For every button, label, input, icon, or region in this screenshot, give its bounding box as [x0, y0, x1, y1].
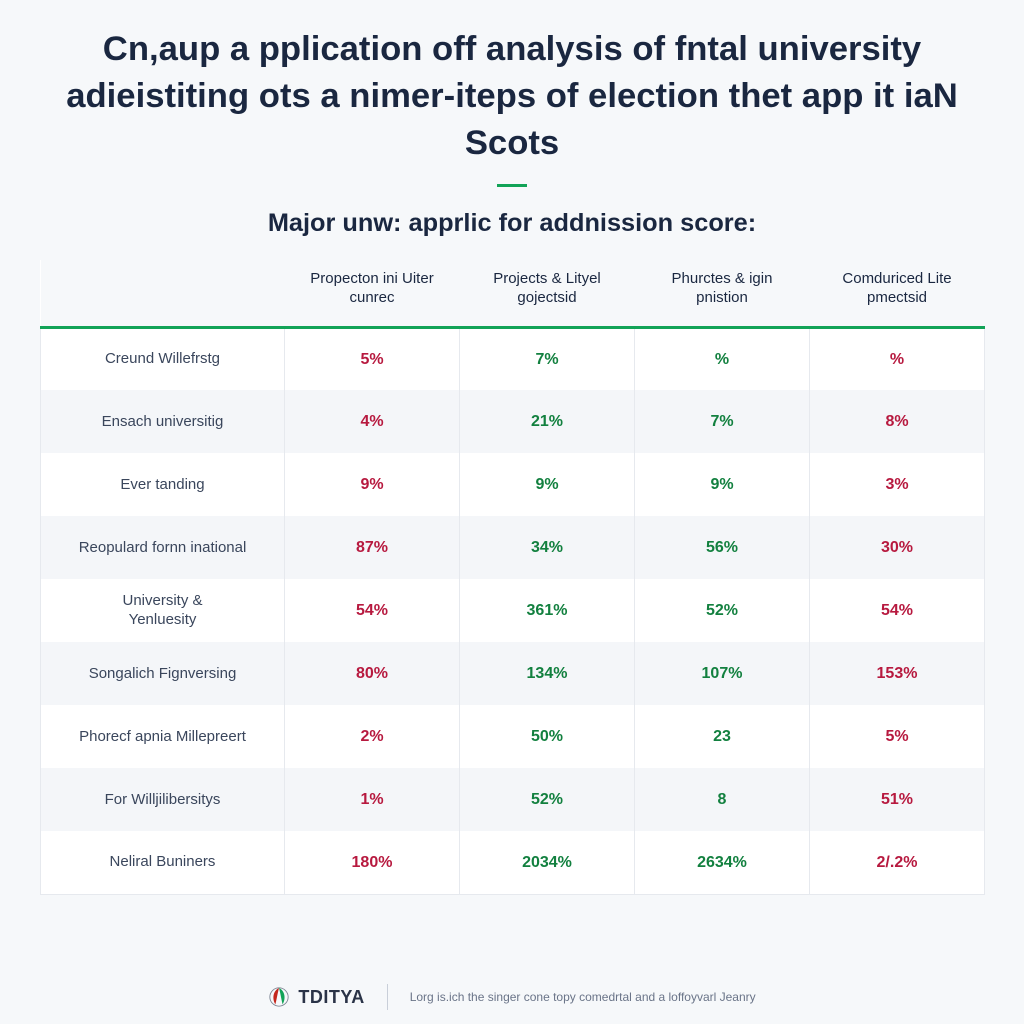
col-header-label: pnistion: [696, 289, 748, 306]
table-cell: 52%: [460, 768, 635, 831]
col-header-4: Comduriced Lite pmectsid: [810, 260, 985, 327]
table-cell: 2634%: [635, 831, 810, 894]
col-header-1: Propecton ini Uiter cunrec: [285, 260, 460, 327]
row-label: University &Yenluesity: [41, 579, 285, 642]
page-footer: TDITYA Lorg is.ich the singer cone topy …: [0, 984, 1024, 1010]
table-cell: 51%: [810, 768, 985, 831]
row-label: Phorecf apnia Millepreert: [41, 705, 285, 768]
table-cell: 361%: [460, 579, 635, 642]
table-cell: 5%: [810, 705, 985, 768]
table-cell: 4%: [285, 390, 460, 453]
table-cell: 2%: [285, 705, 460, 768]
table-row: Ever tanding9%9%9%3%: [41, 453, 985, 516]
table-cell: 3%: [810, 453, 985, 516]
table-cell: 54%: [285, 579, 460, 642]
table-cell: 30%: [810, 516, 985, 579]
table-cell: 9%: [285, 453, 460, 516]
table-body: Creund Willefrstg5%7%%%Ensach universiti…: [41, 327, 985, 894]
col-header-label: Propecton ini Uiter: [310, 270, 433, 287]
table-cell: 9%: [460, 453, 635, 516]
table-cell: 7%: [460, 327, 635, 390]
table-cell: 8%: [810, 390, 985, 453]
footer-caption: Lorg is.ich the singer cone topy comedrt…: [410, 990, 756, 1004]
col-header-label: Projects & Lityel: [493, 270, 601, 287]
row-label: Reopulard fornn inational: [41, 516, 285, 579]
row-label: Ever tanding: [41, 453, 285, 516]
table-row: For Willjilibersitys1%52%851%: [41, 768, 985, 831]
col-header-label: gojectsid: [517, 289, 576, 306]
accent-rule: [497, 184, 527, 187]
table-cell: 153%: [810, 642, 985, 705]
page-title: Cn,aup a pplication off analysis of fnta…: [40, 26, 984, 184]
table-cell: %: [635, 327, 810, 390]
footer-divider: [387, 984, 388, 1010]
col-header-2: Projects & Lityel gojectsid: [460, 260, 635, 327]
brand-logo-icon: [268, 986, 290, 1008]
row-label: Neliral Buniners: [41, 831, 285, 894]
table-cell: 2034%: [460, 831, 635, 894]
table-head: Propecton ini Uiter cunrec Projects & Li…: [41, 260, 985, 327]
table-cell: 134%: [460, 642, 635, 705]
data-table: Propecton ini Uiter cunrec Projects & Li…: [40, 260, 985, 895]
table-row: Phorecf apnia Millepreert2%50%235%: [41, 705, 985, 768]
col-header-3: Phurctes & igin pnistion: [635, 260, 810, 327]
page-subtitle: Major unw: apprlic for addnission score:: [40, 209, 984, 238]
table-cell: 50%: [460, 705, 635, 768]
footer-brand: TDITYA: [268, 986, 364, 1008]
row-label: Creund Willefrstg: [41, 327, 285, 390]
page-root: Cn,aup a pplication off analysis of fnta…: [0, 0, 1024, 1024]
table-cell: 8: [635, 768, 810, 831]
table-cell: 52%: [635, 579, 810, 642]
table-cell: 9%: [635, 453, 810, 516]
table-row: University &Yenluesity54%361%52%54%: [41, 579, 985, 642]
table-cell: 56%: [635, 516, 810, 579]
row-label: For Willjilibersitys: [41, 768, 285, 831]
col-header-label: cunrec: [349, 289, 394, 306]
table-row: Neliral Buniners180%2034%2634%2/.2%: [41, 831, 985, 894]
col-header-label: Phurctes & igin: [672, 270, 773, 287]
row-label: Songalich Fignversing: [41, 642, 285, 705]
col-header-label: Comduriced Lite: [842, 270, 951, 287]
table-cell: 5%: [285, 327, 460, 390]
title-line-1: Cn,aup a pplication off analysis of fnta…: [103, 30, 921, 68]
row-label: Ensach universitig: [41, 390, 285, 453]
table-row: Creund Willefrstg5%7%%%: [41, 327, 985, 390]
title-line-2: adieistiting ots a nimer-iteps of electi…: [66, 77, 958, 162]
table-cell: 21%: [460, 390, 635, 453]
table-row: Songalich Fignversing80%134%107%153%: [41, 642, 985, 705]
table-cell: 80%: [285, 642, 460, 705]
table-cell: 7%: [635, 390, 810, 453]
table-cell: %: [810, 327, 985, 390]
table-cell: 1%: [285, 768, 460, 831]
table-cell: 54%: [810, 579, 985, 642]
table-cell: 180%: [285, 831, 460, 894]
col-header-empty: [41, 260, 285, 327]
table-cell: 34%: [460, 516, 635, 579]
table-cell: 87%: [285, 516, 460, 579]
table-row: Reopulard fornn inational87%34%56%30%: [41, 516, 985, 579]
brand-name: TDITYA: [298, 987, 364, 1008]
table-cell: 2/.2%: [810, 831, 985, 894]
col-header-label: pmectsid: [867, 289, 927, 306]
table-cell: 107%: [635, 642, 810, 705]
table-row: Ensach universitig4%21%7%8%: [41, 390, 985, 453]
table-cell: 23: [635, 705, 810, 768]
